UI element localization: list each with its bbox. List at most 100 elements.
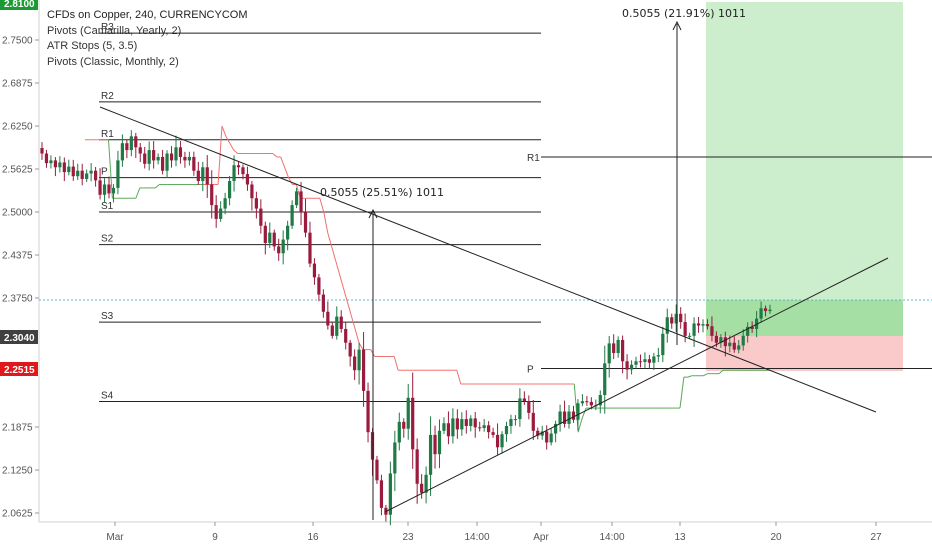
candle-body — [111, 187, 116, 194]
atr-stop-segment — [718, 369, 724, 375]
candle-body — [759, 308, 763, 319]
candle-body — [192, 156, 196, 171]
candle-body — [692, 323, 696, 336]
pivot-label-s2: S2 — [101, 234, 114, 245]
candle-body — [603, 363, 607, 396]
candle-body — [406, 397, 410, 429]
pivot-label-p: P — [101, 167, 108, 178]
candle-body — [527, 401, 531, 413]
target-price-label: 2.8100 — [4, 0, 35, 10]
candle-body — [321, 294, 325, 312]
candle-body — [205, 167, 209, 185]
current-price-badge — [0, 330, 38, 344]
candle-body — [437, 430, 442, 455]
candle-body — [388, 473, 392, 515]
candle-body — [558, 411, 562, 424]
candle-body — [428, 434, 433, 475]
measure-arrowhead-2 — [672, 20, 682, 31]
atr-stop-segment — [284, 167, 290, 178]
candle-body — [750, 326, 754, 329]
atr-stop-segment — [107, 139, 113, 199]
price-axis[interactable]: 2.7500 2.6875 2.6250 2.5625 2.5000 2.4375 2.37… — [2, 36, 39, 520]
candle-body — [687, 335, 692, 337]
legend-symbol-title: CFDs on Copper, 240, CURRENCYCOM — [47, 9, 248, 21]
x-tick-label: 27 — [870, 532, 882, 543]
candle-body — [491, 432, 495, 435]
pivot-label-s3: S3 — [101, 311, 114, 322]
candle-body — [156, 156, 160, 161]
pivot-label-r3: R3 — [101, 22, 114, 33]
x-tick-label: 16 — [307, 532, 319, 543]
x-tick-label: 9 — [212, 532, 218, 543]
atr-stop-segment — [221, 125, 227, 137]
candle-body — [116, 160, 120, 188]
measure-arrowhead-1 — [368, 208, 378, 219]
stop-zone[interactable] — [706, 336, 903, 371]
current-price-label: 2.3040 — [4, 333, 35, 344]
candle-body — [451, 418, 455, 437]
target-zone[interactable] — [706, 2, 903, 336]
atr-stop-segment — [354, 328, 360, 343]
candle-body — [49, 160, 53, 164]
atr-stop-segment — [346, 301, 352, 316]
atr-stop-segment — [342, 287, 348, 302]
candle-body — [129, 136, 133, 151]
candle-body — [710, 326, 714, 336]
candle-body — [44, 153, 49, 164]
x-tick-label: Apr — [533, 532, 549, 543]
atr-stop-segment — [338, 273, 344, 288]
support-trendline[interactable] — [384, 257, 889, 513]
x-tick-label: 23 — [402, 532, 414, 543]
target-price-badge — [0, 0, 38, 10]
candle-body — [679, 313, 683, 323]
candle-body — [259, 208, 263, 226]
candle-body — [402, 421, 406, 429]
candle-body — [746, 326, 750, 336]
candle-body — [656, 355, 660, 357]
atr-stop-segment — [687, 375, 692, 378]
candle-body — [326, 311, 330, 326]
candle-body — [647, 359, 652, 363]
atr-stop-segment — [358, 342, 364, 350]
candle-body — [143, 153, 147, 164]
candle-body — [531, 412, 535, 431]
atr-stop-segment — [272, 153, 278, 158]
candle-body — [160, 156, 165, 171]
candle-body — [504, 425, 509, 435]
atr-stop-segment — [327, 232, 333, 247]
candle-body — [612, 343, 616, 354]
candle-body — [768, 309, 772, 312]
stop-price-label: 2.2515 — [4, 365, 35, 376]
candle-body — [567, 411, 571, 424]
candle-body — [254, 198, 258, 209]
candle-body — [705, 324, 710, 327]
candle-body — [303, 212, 308, 233]
candle-body — [696, 323, 701, 326]
atr-stop-segment — [350, 315, 356, 330]
candle-body — [187, 156, 191, 161]
candle-body — [420, 483, 424, 493]
legend-atr-stops: ATR Stops (5, 3.5) — [47, 40, 138, 52]
candle-body — [281, 239, 285, 254]
candle-body — [183, 156, 187, 161]
candle-body — [67, 166, 71, 173]
candle-body — [357, 349, 361, 371]
atr-stop-segment — [331, 246, 336, 261]
candle-body — [93, 170, 98, 181]
atr-stop-segment — [225, 136, 231, 144]
candle-body — [719, 337, 723, 343]
time-axis[interactable]: Mar 9 16 23 14:00 Apr 14:00 13 20 27 — [106, 522, 882, 543]
candle-body — [393, 442, 397, 474]
candle-body — [210, 184, 214, 206]
candle-body — [299, 191, 303, 212]
atr-stop-segment — [288, 177, 293, 185]
candle-body — [487, 425, 491, 433]
atr-stop-segment — [323, 211, 329, 233]
candle-body — [446, 423, 451, 437]
candle-body — [286, 225, 290, 240]
candle-body — [621, 339, 625, 362]
resistance-trendline[interactable] — [99, 106, 877, 413]
candle-body — [201, 167, 205, 182]
candle-body — [263, 225, 267, 243]
